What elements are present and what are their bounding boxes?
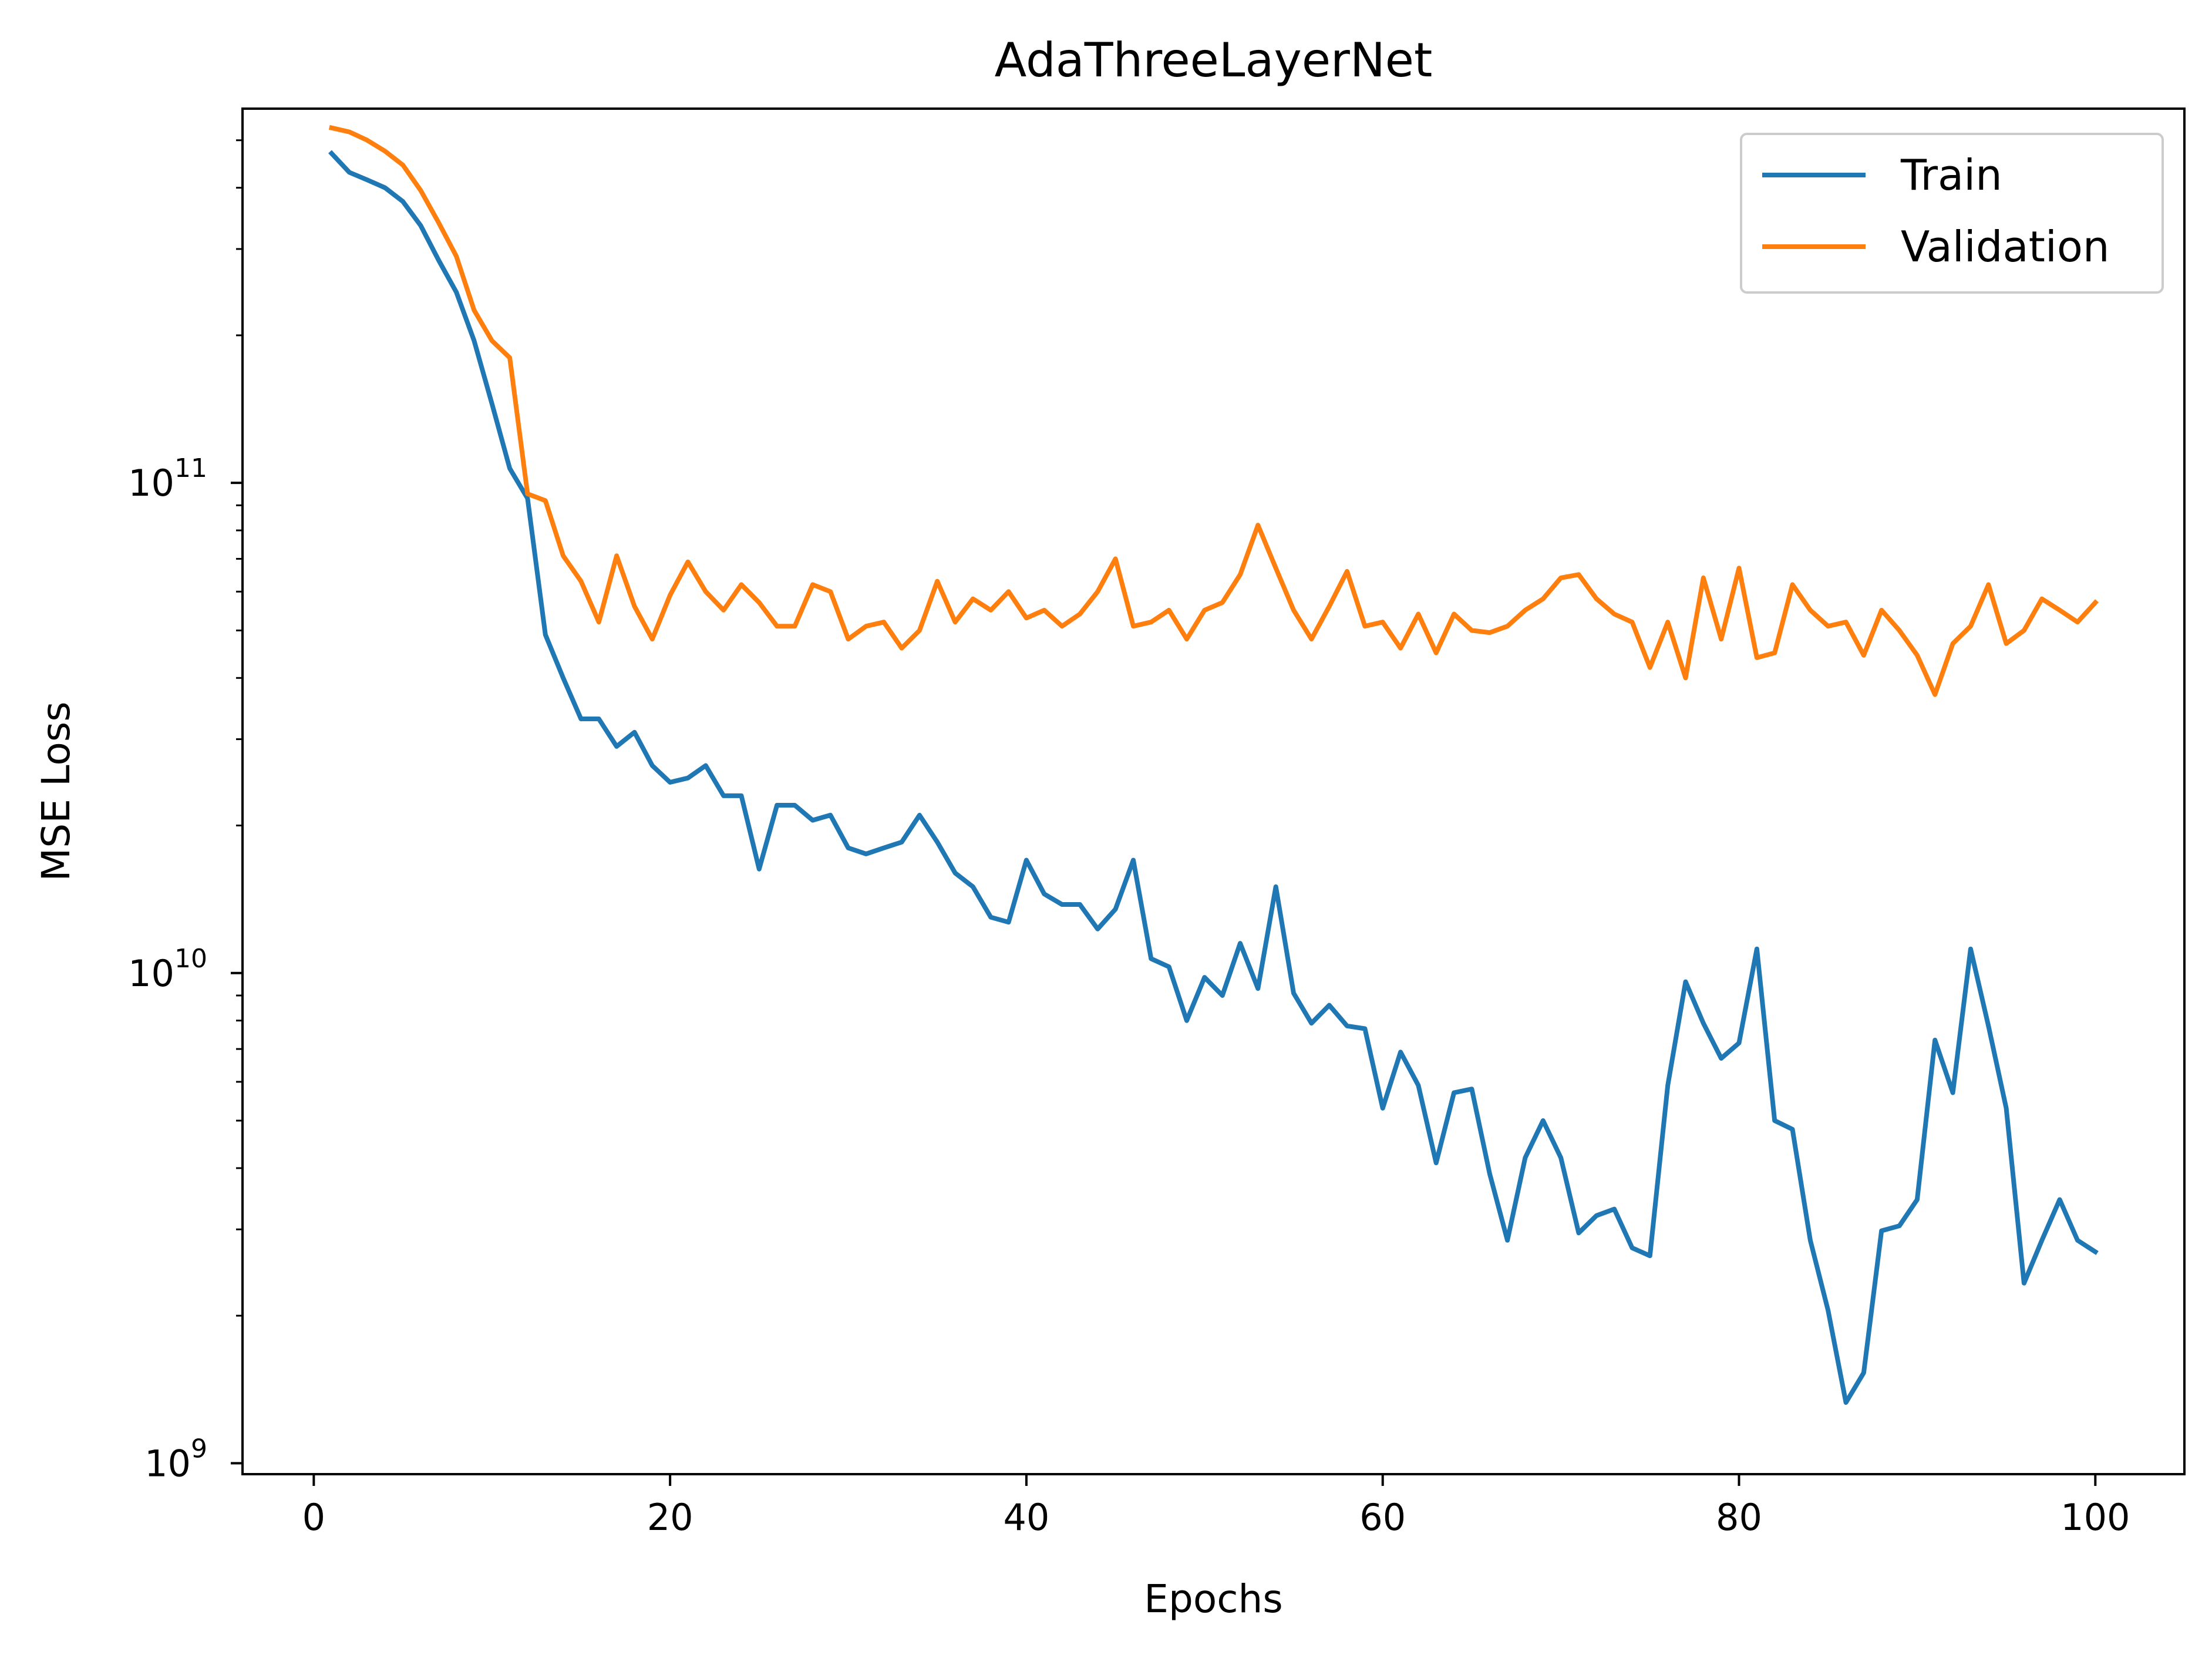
legend-label-validation: Validation	[1901, 222, 2110, 271]
plot-area	[241, 107, 2186, 1475]
x-tick-label: 40	[1003, 1496, 1049, 1539]
x-tick-label: 20	[647, 1496, 693, 1539]
series-line-train	[328, 150, 2099, 1405]
chart-title: AdaThreeLayerNet	[995, 33, 1433, 88]
x-axis-label: Epochs	[1144, 1576, 1282, 1622]
x-axis: 0 20 40 60 80 100	[302, 1474, 2130, 1539]
x-tick-label: 100	[2061, 1496, 2130, 1539]
y-axis: 109 1010 1011	[128, 139, 243, 1485]
axes-frame	[241, 107, 2186, 1475]
series-line-validation	[328, 125, 2099, 697]
y-tick-label: 1010	[128, 944, 207, 995]
legend-label-train: Train	[1900, 150, 2002, 200]
y-axis-label: MSE Loss	[33, 701, 79, 881]
legend: Train Validation	[1740, 133, 2164, 294]
series-layer	[328, 125, 2099, 1405]
x-tick-label: 0	[302, 1496, 325, 1539]
x-tick-label: 80	[1716, 1496, 1762, 1539]
y-tick-label: 109	[144, 1434, 207, 1485]
y-tick-label: 1011	[128, 453, 207, 505]
x-tick-label: 60	[1359, 1496, 1406, 1539]
